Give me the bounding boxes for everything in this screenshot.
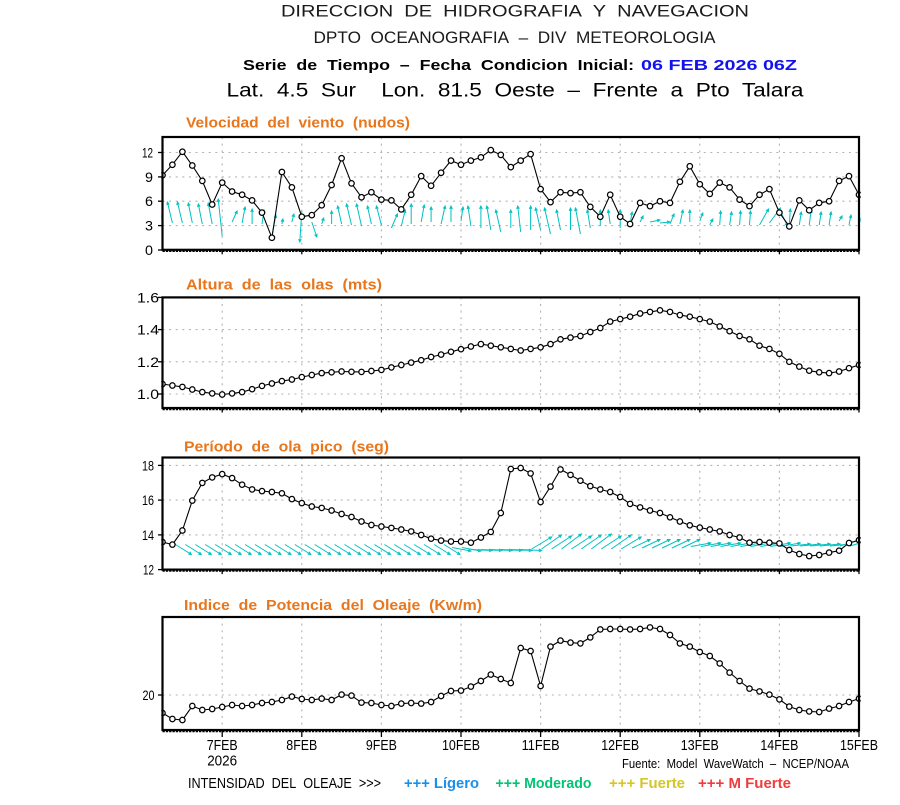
svg-text:Indice de Potencia del Ole: Indice de Potencia del Oleaje (Kw/m)	[184, 598, 482, 614]
svg-text:14FEB: 14FEB	[760, 738, 798, 754]
svg-text:3: 3	[145, 218, 153, 234]
svg-text:6: 6	[145, 193, 153, 209]
svg-text:20: 20	[143, 687, 155, 703]
svg-text:INTENSIDAD DEL OLEAJE >>>: INTENSIDAD DEL OLEAJE >>>	[188, 775, 381, 792]
svg-text:+++ M Fuerte: +++ M Fuerte	[698, 776, 791, 792]
svg-text:16: 16	[142, 492, 154, 508]
svg-text:+++ Lígero: +++ Lígero	[404, 776, 479, 792]
svg-text:9FEB: 9FEB	[366, 738, 397, 754]
svg-text:Fuente: Model WaveWatch –: Fuente: Model WaveWatch – NCEP/NOAA	[622, 757, 850, 771]
svg-text:Velocidad del viento (nudos: Velocidad del viento (nudos)	[186, 116, 410, 132]
svg-text:7FEB: 7FEB	[207, 738, 238, 754]
svg-text:1.4: 1.4	[137, 322, 159, 338]
svg-text:Altura de las olas (mts): Altura de las olas (mts)	[186, 278, 382, 294]
svg-text:1.2: 1.2	[137, 354, 159, 370]
svg-text:18: 18	[142, 457, 154, 473]
svg-text:DPTO OCEANOGRAFIA – DIV ME: DPTO OCEANOGRAFIA – DIV METEOROLOGIA	[314, 29, 716, 47]
svg-text:10FEB: 10FEB	[442, 738, 480, 754]
svg-text:13FEB: 13FEB	[681, 738, 719, 754]
svg-text:Lat. 4.5 Sur Lon. 81.5: Lat. 4.5 Sur Lon. 81.5 Oeste – Frente a …	[227, 81, 805, 102]
svg-text:12: 12	[142, 145, 153, 161]
svg-text:+++ Moderado: +++ Moderado	[496, 776, 592, 792]
svg-text:11FEB: 11FEB	[522, 738, 560, 754]
svg-text:12FEB: 12FEB	[601, 738, 639, 754]
svg-text:14: 14	[142, 527, 154, 543]
svg-text:15FEB: 15FEB	[840, 738, 878, 754]
svg-text:1.0: 1.0	[137, 386, 159, 402]
svg-text:Período de ola pico (seg): Período de ola pico (seg)	[184, 440, 389, 456]
svg-text:9: 9	[145, 169, 153, 185]
svg-text:06 FEB 2026 06Z: 06 FEB 2026 06Z	[641, 57, 797, 74]
svg-text:8FEB: 8FEB	[286, 738, 317, 754]
svg-text:12: 12	[143, 562, 154, 578]
svg-text:0: 0	[145, 242, 153, 258]
svg-text:1.6: 1.6	[137, 289, 159, 305]
svg-text:DIRECCION DE HIDROGRAFIA Y: DIRECCION DE HIDROGRAFIA Y NAVEGACION	[281, 3, 749, 21]
svg-text:Serie de Tiempo – Fecha C: Serie de Tiempo – Fecha Condicion Inicia…	[243, 57, 634, 74]
svg-text:+++ Fuerte: +++ Fuerte	[609, 776, 685, 792]
svg-text:2026: 2026	[207, 754, 237, 770]
